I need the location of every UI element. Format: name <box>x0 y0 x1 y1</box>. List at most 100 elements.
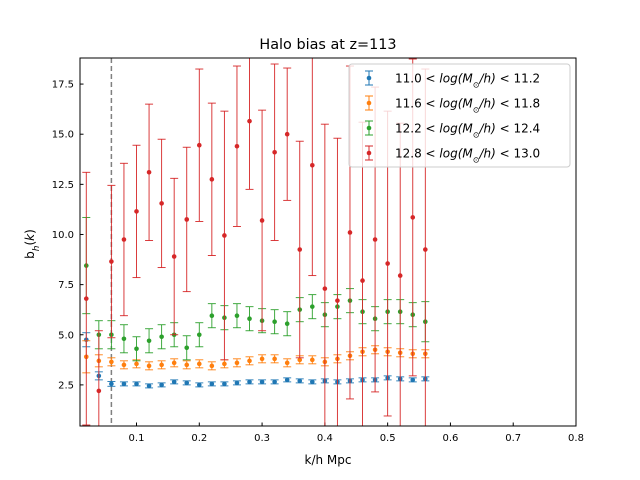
legend-entry: 11.6 < log(M⊙/h) < 11.8 <box>365 95 540 115</box>
x-tick-label: 0.5 <box>380 433 396 444</box>
data-point <box>209 363 215 369</box>
data-point <box>284 360 290 366</box>
data-point <box>209 381 215 387</box>
data-point <box>347 230 353 235</box>
data-point <box>109 259 114 264</box>
data-point <box>121 362 127 368</box>
data-point <box>121 237 127 242</box>
plot-area: 0.1 0.2 0.3 0.4 0.5 0.6 0.7 0.8 2.5 5.0 7.5 10.0 12.… <box>52 58 584 444</box>
y-tick-label: 7.5 <box>58 280 74 291</box>
x-tick-label: 0.6 <box>442 433 458 444</box>
data-point <box>146 170 152 175</box>
data-point <box>272 356 277 362</box>
data-point <box>284 131 290 137</box>
data-point <box>184 345 190 351</box>
data-point <box>272 149 277 155</box>
data-point <box>159 362 164 368</box>
data-point <box>209 177 215 182</box>
data-point <box>171 254 177 259</box>
legend-entry: 12.8 < log(M⊙/h) < 13.0 <box>365 145 540 165</box>
data-point <box>234 313 240 319</box>
legend-marker <box>366 125 372 131</box>
data-point <box>222 381 227 387</box>
data-point <box>109 381 114 387</box>
data-point <box>134 361 139 367</box>
data-point <box>121 336 127 342</box>
x-tick-label: 0.7 <box>505 433 521 444</box>
y-tick-label: 10.0 <box>52 230 74 241</box>
data-point <box>171 360 177 366</box>
data-point <box>259 218 265 223</box>
legend-marker <box>366 100 372 106</box>
data-point <box>159 382 164 388</box>
data-point <box>322 286 328 291</box>
legend-label: 11.0 < log(M⊙/h) < 11.2 <box>395 72 540 90</box>
data-point <box>297 247 303 252</box>
data-point <box>310 162 315 168</box>
data-point <box>146 363 152 369</box>
data-point <box>146 338 152 344</box>
data-point <box>284 321 290 327</box>
data-point <box>134 381 139 387</box>
legend-label: 12.8 < log(M⊙/h) < 13.0 <box>395 147 540 165</box>
data-point <box>234 380 240 386</box>
data-point <box>134 209 139 214</box>
data-point <box>209 313 215 319</box>
data-point <box>159 201 164 206</box>
x-tick-label: 0.3 <box>254 433 270 444</box>
legend-marker <box>366 75 372 81</box>
legend-entry: 12.2 < log(M⊙/h) < 12.4 <box>365 120 540 140</box>
data-point <box>196 142 202 148</box>
data-point <box>234 360 240 366</box>
data-point <box>284 377 290 383</box>
data-point <box>134 346 139 352</box>
data-point <box>385 261 390 266</box>
y-tick-label: 5.0 <box>58 330 74 341</box>
legend-marker <box>366 150 372 156</box>
data-point <box>310 379 315 385</box>
data-point <box>184 380 190 386</box>
data-point <box>196 361 202 367</box>
chart-title: Halo bias at z=113 <box>259 37 396 53</box>
x-tick-label: 0.4 <box>317 433 333 444</box>
data-point <box>410 377 416 383</box>
legend-label: 12.2 < log(M⊙/h) < 12.4 <box>395 122 540 140</box>
y-tick-label: 17.5 <box>52 80 74 91</box>
data-point <box>310 304 315 309</box>
data-point <box>259 379 265 385</box>
x-axis-label: k/h Mpc <box>305 453 352 467</box>
data-point <box>423 247 428 252</box>
data-point <box>247 358 252 364</box>
y-tick-label: 12.5 <box>52 180 74 191</box>
data-point <box>247 118 252 124</box>
legend: 11.0 < log(M⊙/h) < 11.2 11.6 < log(M⊙/h) … <box>348 63 571 168</box>
data-point <box>335 298 340 303</box>
data-point <box>247 316 252 322</box>
data-point <box>184 362 190 368</box>
y-tick-label: 15.0 <box>52 130 74 141</box>
data-point <box>171 379 177 385</box>
data-point <box>272 319 277 325</box>
data-point <box>146 383 152 389</box>
x-tick-label: 0.1 <box>129 433 145 444</box>
data-point <box>310 357 315 363</box>
data-point <box>297 357 303 363</box>
data-point <box>196 382 202 388</box>
x-tick-label: 0.2 <box>191 433 207 444</box>
legend-box <box>348 63 571 168</box>
data-point <box>222 233 227 238</box>
data-point <box>247 379 252 385</box>
x-tick-label: 0.8 <box>568 433 584 444</box>
data-point <box>234 143 240 149</box>
data-point <box>109 359 114 365</box>
data-point <box>259 356 265 362</box>
data-point <box>184 217 190 222</box>
data-point <box>196 332 202 338</box>
legend-label: 11.6 < log(M⊙/h) < 11.8 <box>395 97 540 115</box>
data-point <box>121 381 127 387</box>
data-point <box>159 334 164 340</box>
legend-entry: 11.0 < log(M⊙/h) < 11.2 <box>365 70 540 90</box>
data-point <box>360 278 365 283</box>
plot-frame <box>79 57 577 427</box>
